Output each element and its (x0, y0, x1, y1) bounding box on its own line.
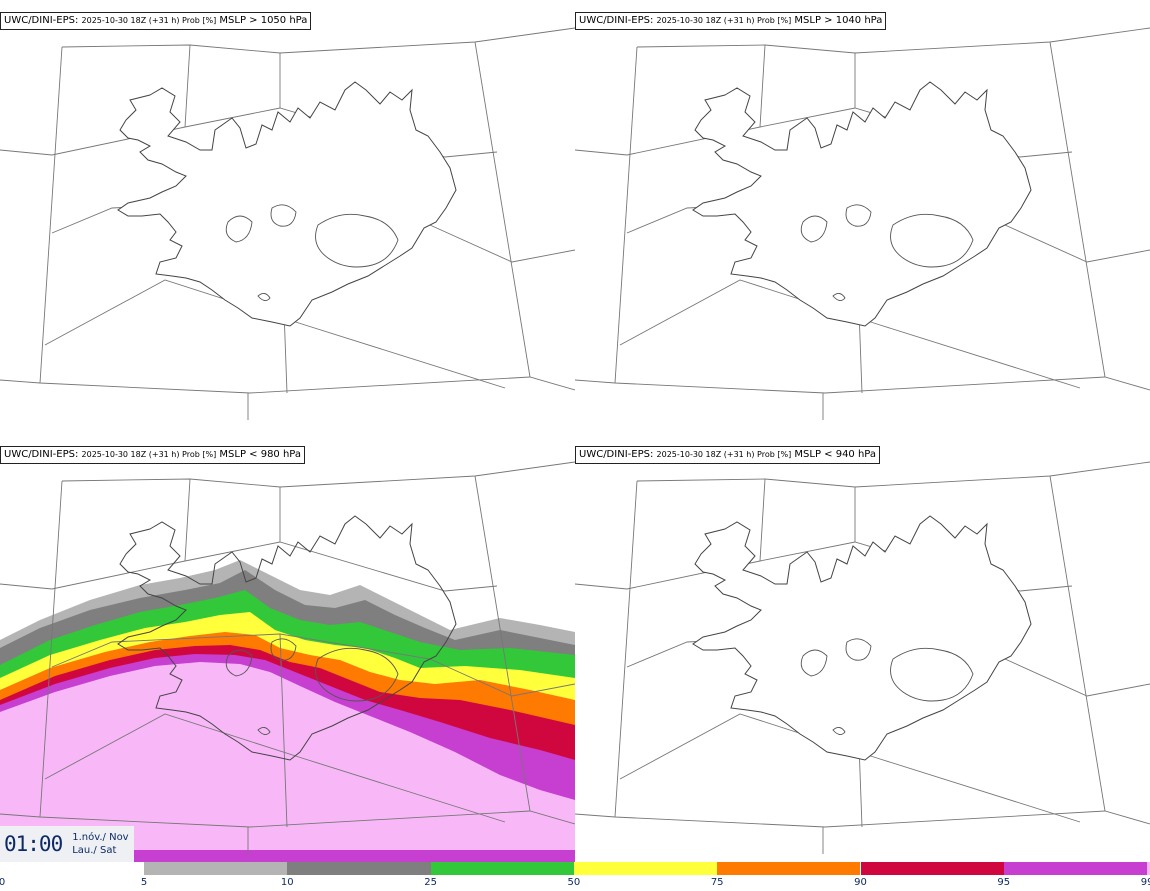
valid-date: 1.nóv./ Nov Lau./ Sat (72, 832, 129, 856)
legend-color-2 (287, 862, 431, 875)
panel-title: UWC/DINI-EPS: 2025-10-30 18Z (+31 h) Pro… (575, 446, 881, 464)
coastline (692, 81, 1032, 327)
legend-tick: 75 (710, 877, 724, 888)
legend-tick: 5 (140, 877, 148, 888)
legend-tick: 0 (0, 877, 6, 888)
map-canvas (575, 27, 1150, 420)
legend-color-4 (573, 862, 718, 875)
lakes-glaciers (225, 204, 399, 301)
legend-tick: 95 (997, 877, 1011, 888)
map-panel-3: UWC/DINI-EPS: 2025-10-30 18Z (+31 h) Pro… (0, 434, 575, 866)
map-canvas (575, 461, 1150, 854)
legend-color-7 (1003, 862, 1148, 875)
legend-color-8 (1147, 862, 1150, 875)
map-panel-1: UWC/DINI-EPS: 2025-10-30 18Z (+31 h) Pro… (0, 0, 575, 432)
panel-title: UWC/DINI-EPS: 2025-10-30 18Z (+31 h) Pro… (575, 12, 887, 30)
legend-color-1 (144, 862, 288, 875)
valid-time: 01:00 (4, 832, 63, 856)
coastline (117, 515, 457, 761)
legend-tick: 10 (280, 877, 294, 888)
legend-tick: 50 (567, 877, 581, 888)
panel-title: UWC/DINI-EPS: 2025-10-30 18Z (+31 h) Pro… (0, 12, 312, 30)
panel-title: UWC/DINI-EPS: 2025-10-30 18Z (+31 h) Pro… (0, 446, 306, 464)
probability-band-7 (0, 662, 575, 850)
lakes-glaciers (800, 638, 974, 735)
color-legend: 0 5 10 25 50 75 90 95 99 (0, 862, 1150, 891)
map-canvas (0, 461, 575, 862)
legend-color-5 (717, 862, 861, 875)
coastline (117, 81, 457, 327)
legend-color-6 (860, 862, 1004, 875)
map-panel-2: UWC/DINI-EPS: 2025-10-30 18Z (+31 h) Pro… (575, 0, 1150, 432)
map-panel-4: UWC/DINI-EPS: 2025-10-30 18Z (+31 h) Pro… (575, 434, 1150, 866)
lakes-glaciers (225, 638, 399, 735)
map-canvas (0, 27, 575, 420)
lakes-glaciers (800, 204, 974, 301)
legend-color-3 (430, 862, 574, 875)
map-graticule (0, 461, 575, 854)
legend-tick: 99 (1140, 877, 1150, 888)
legend-tick: 25 (424, 877, 437, 888)
legend-tick: 90 (854, 877, 867, 888)
valid-time-box: 01:00 1.nóv./ Nov Lau./ Sat (0, 826, 134, 862)
coastline (692, 515, 1032, 761)
